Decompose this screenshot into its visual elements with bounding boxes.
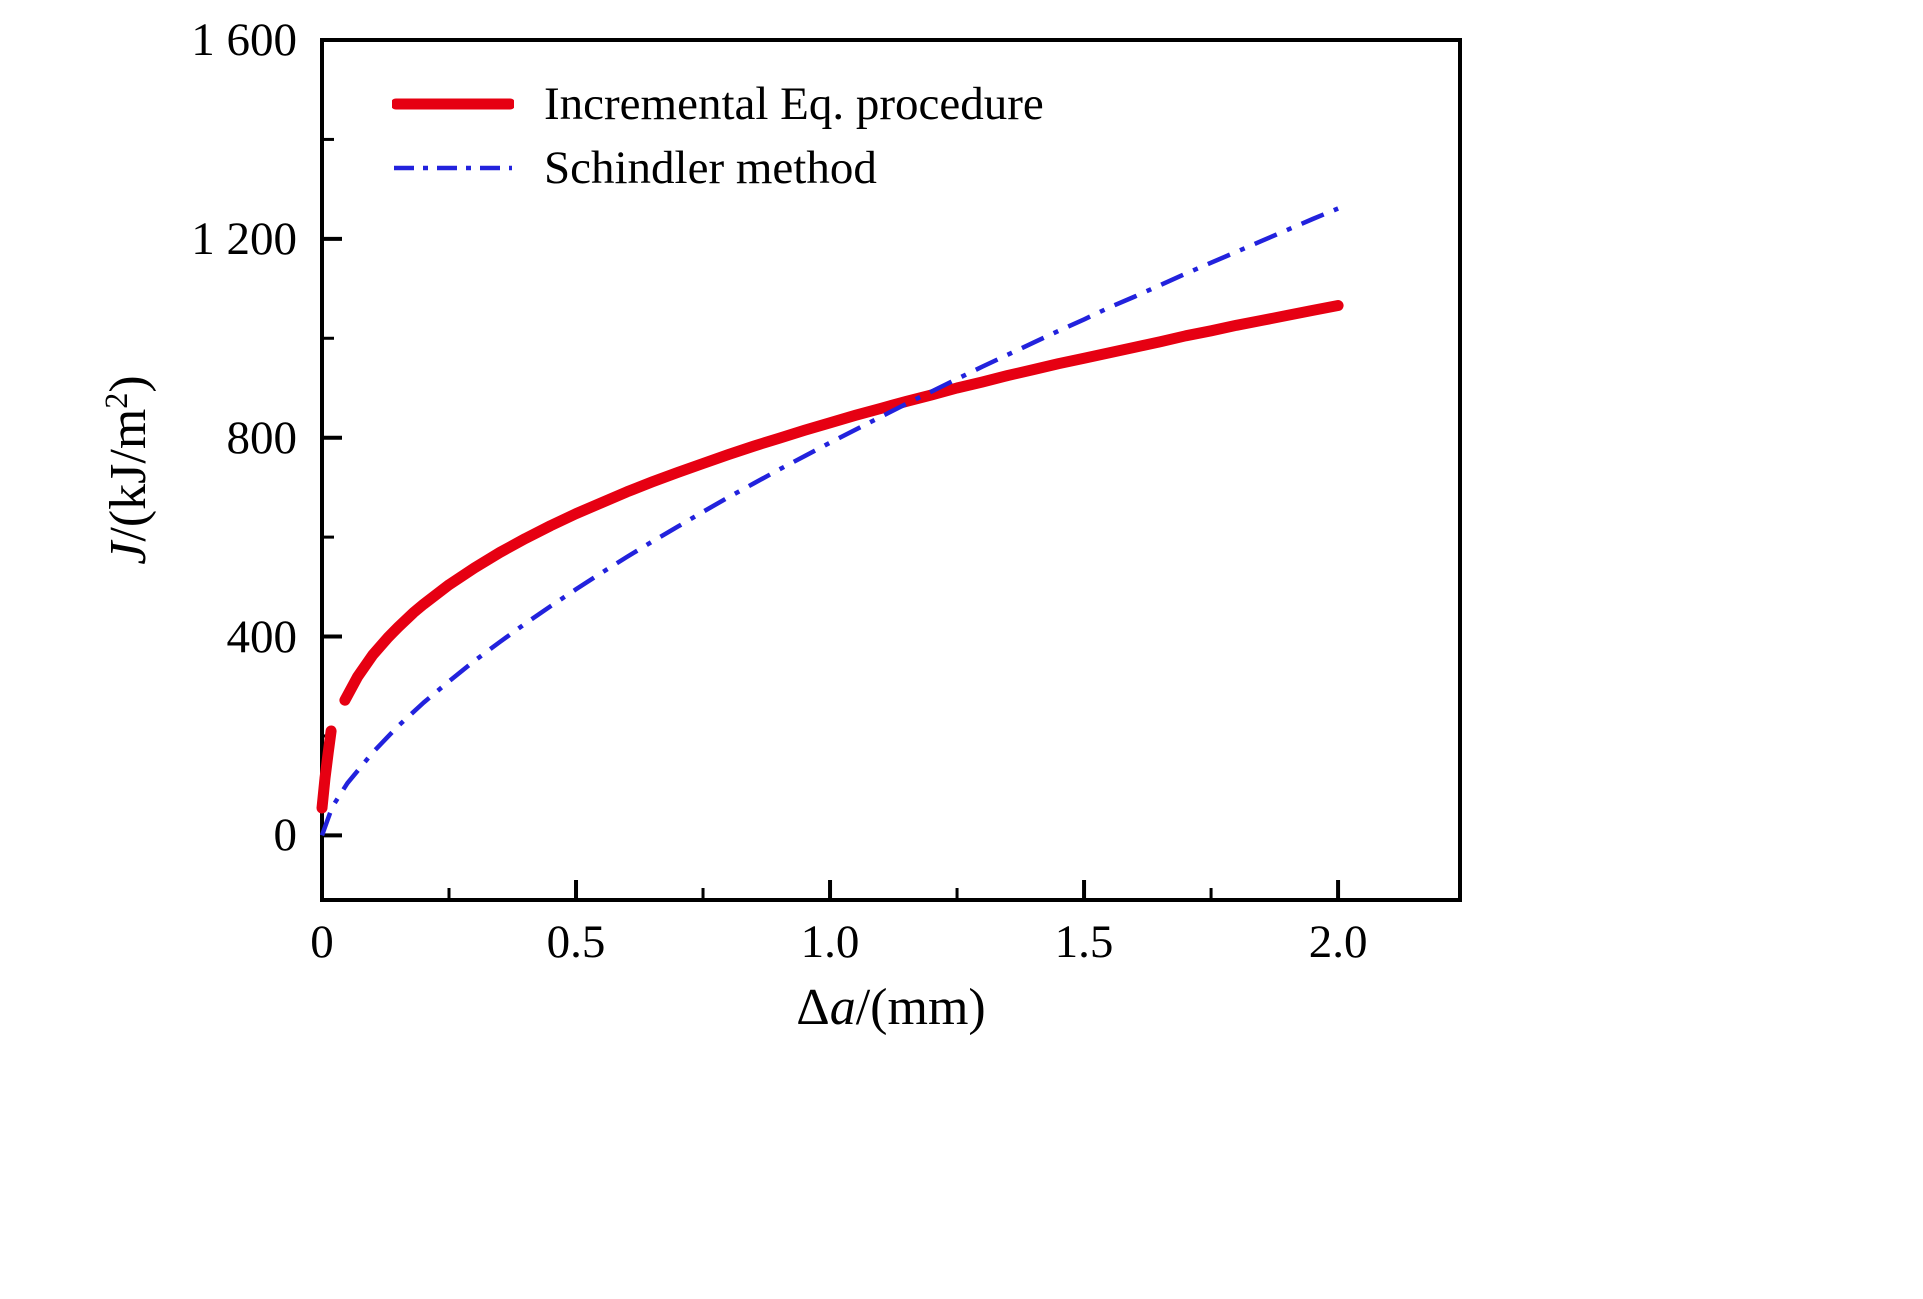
y-tick-label: 400 [226,610,298,663]
x-axis-title-units: /(mm) [855,979,986,1036]
y-tick-label: 1 600 [191,14,297,66]
legend-label-incremental: Incremental Eq. procedure [544,78,1044,130]
x-tick-label: 1.5 [1054,916,1114,968]
y-axis-title-units-close: ) [100,375,158,393]
plot-frame [320,38,1462,902]
x-axis-title-variable: a [829,979,856,1036]
legend-item-incremental: Incremental Eq. procedure [392,72,1044,136]
legend-item-schindler: Schindler method [392,136,1044,200]
x-tick-label: 0.5 [546,916,606,968]
x-axis-title: Δa/(mm) [796,978,985,1037]
series-line-1 [319,206,1339,837]
legend-swatch-solid-red-line [392,98,514,110]
legend: Incremental Eq. procedure Schindler meth… [392,72,1044,200]
x-axis-tick-labels: 0 0.5 1.0 1.5 2.0 [0,914,1923,974]
x-axis-title-prefix: Δ [796,979,830,1036]
y-axis-title-variable: J [100,541,158,565]
y-axis-title-units: /(kJ/m [100,408,158,542]
x-tick-label: 0 [310,916,334,968]
x-tick-label: 1.0 [800,916,860,968]
y-tick-label: 0 [273,809,298,862]
x-tick-label: 2.0 [1308,916,1368,968]
y-axis-title-superscript: 2 [97,392,134,409]
y-tick-label: 800 [226,411,298,464]
series-line-0 [339,300,1344,706]
y-tick-label: 1 200 [191,212,297,265]
legend-label-schindler: Schindler method [544,142,877,194]
legend-swatch-dashdot-blue-line [394,165,512,171]
y-axis-title: J/(kJ/m2) [98,375,158,564]
series-line-0 [316,725,337,814]
